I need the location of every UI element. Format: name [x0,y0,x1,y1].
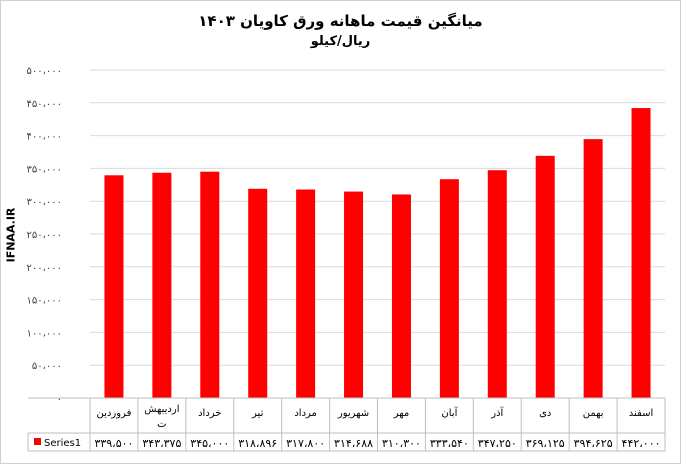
x-category-label: تیر [251,408,264,419]
y-tick-label: ۲۰۰،۰۰۰ [27,263,62,274]
data-value-label: ۳۴۳،۳۷۵ [142,437,181,450]
y-tick-label: ۲۵۰،۰۰۰ [27,230,62,241]
chart-subtitle: ریال/کیلو [310,34,371,49]
legend-series-name: Series1 [44,438,81,449]
data-value-label: ۴۴۲،۰۰۰ [622,437,661,450]
y-tick-label: ۵۰،۰۰۰ [32,361,62,372]
data-value-label: ۳۱۴،۶۸۸ [334,437,373,450]
data-value-label: ۳۶۹،۱۲۵ [526,437,565,450]
x-category-label: مهر [393,408,409,419]
data-value-label: ۳۹۴،۶۲۵ [574,437,613,450]
bar [152,172,172,398]
y-tick-label: ۳۵۰،۰۰۰ [27,164,62,175]
x-category-label: خرداد [198,408,221,419]
data-value-label: ۳۴۵،۰۰۰ [190,437,229,450]
x-category-label: دی [539,408,551,419]
x-category-label: آبان [441,406,458,419]
x-category-label: مرداد [294,408,317,419]
bar [583,139,603,398]
y-tick-label: ۵۰۰،۰۰۰ [27,66,62,77]
bar [631,108,651,398]
chart-title: میانگین قیمت ماهانه ورق کاویان ۱۴۰۳ [198,12,483,30]
data-value-label: ۳۱۰،۳۰۰ [382,437,421,450]
y-tick-label: ۰ [57,394,62,405]
y-tick-label: ۱۵۰،۰۰۰ [27,296,62,307]
x-category-label: ت [157,419,166,430]
x-category-label: بهمن [583,408,604,419]
data-value-label: ۳۴۷،۲۵۰ [478,437,517,450]
x-category-label: آذر [490,406,504,419]
data-value-label: ۳۱۷،۸۰۰ [286,437,325,450]
bar [535,155,555,398]
bar [296,189,316,398]
y-tick-label: ۴۰۰،۰۰۰ [27,132,62,143]
data-value-label: ۳۳۹،۵۰۰ [94,437,133,450]
y-tick-label: ۱۰۰،۰۰۰ [27,328,62,339]
bar [200,171,220,398]
bar [439,179,459,398]
x-category-label: فروردین [97,408,132,419]
bar [391,194,411,398]
y-tick-label: ۴۵۰،۰۰۰ [27,99,62,110]
x-category-label: شهریور [337,408,369,419]
bar [104,175,124,398]
data-value-label: ۳۱۸،۸۹۶ [238,437,277,450]
data-value-label: ۳۳۳،۵۴۰ [430,437,469,450]
x-category-label: اسفند [629,408,653,419]
legend-swatch [34,438,41,445]
y-tick-label: ۳۰۰،۰۰۰ [27,197,62,208]
bar [344,191,364,398]
bar [248,188,268,398]
bar [487,170,507,398]
x-category-label: اردیبهش [144,404,179,415]
